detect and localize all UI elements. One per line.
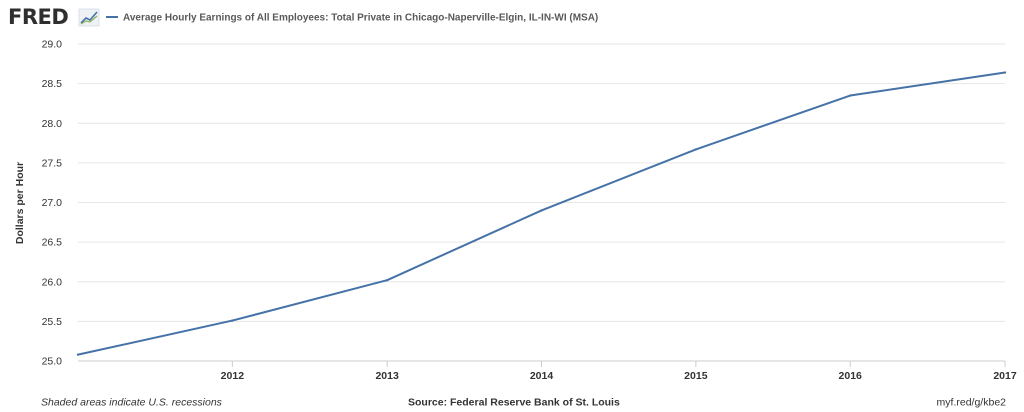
x-tick-label: 2012 [221,370,245,382]
fred-logo[interactable]: FRED [8,5,100,29]
y-tick-label: 25.0 [42,356,63,368]
recession-note: Shaded areas indicate U.S. recessions [41,397,223,409]
data-point[interactable] [76,353,80,356]
y-tick-label: 28.5 [42,78,63,90]
data-point[interactable] [694,148,698,151]
y-axis-ticks: 25.0 25.5 26.0 26.5 27.0 27.5 28.0 28.5 29.0 [42,39,63,368]
y-tick-label: 26.0 [42,276,63,288]
short-url-link[interactable]: myf.red/g/kbe2 [937,397,1007,409]
data-point[interactable] [540,209,543,212]
y-axis-title: Dollars per Hour [14,162,26,244]
y-tick-label: 29.0 [42,39,63,51]
fred-logo-text: FRED [8,5,68,29]
x-tick-label: 2017 [993,370,1017,382]
line-chart-icon [78,8,100,27]
y-tick-label: 26.5 [42,237,63,249]
data-point[interactable] [385,278,389,282]
legend[interactable]: Average Hourly Earnings of All Employees… [106,13,598,24]
y-tick-label: 28.0 [42,118,63,130]
data-point[interactable] [1003,71,1007,74]
y-tick-label: 25.5 [42,316,63,328]
series-group[interactable] [76,71,1007,356]
source-credit[interactable]: Source: Federal Reserve Bank of St. Loui… [408,397,620,409]
x-tick-label: 2015 [684,370,708,382]
data-point[interactable] [231,319,234,322]
x-axis-ticks: 2012 2013 2014 2015 2016 2017 [221,361,1017,382]
legend-label: Average Hourly Earnings of All Employees… [123,13,598,24]
data-point[interactable] [849,94,852,97]
x-tick-label: 2016 [839,370,863,382]
y-tick-label: 27.0 [42,197,63,209]
series-line-0[interactable] [77,71,1006,356]
gridlines [78,43,1005,362]
y-tick-label: 27.5 [42,157,63,169]
x-tick-label: 2014 [530,370,554,382]
x-tick-label: 2013 [375,370,399,382]
